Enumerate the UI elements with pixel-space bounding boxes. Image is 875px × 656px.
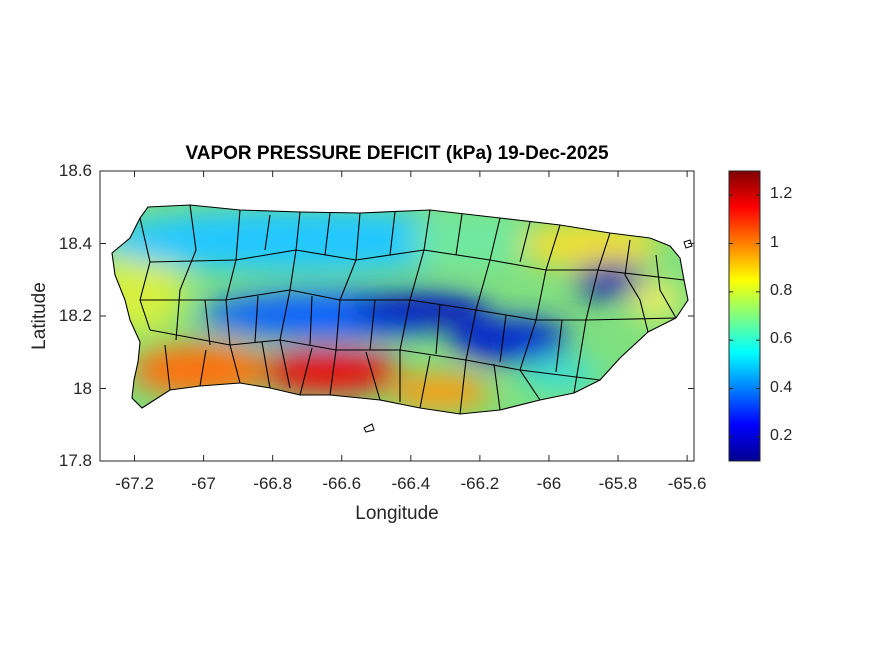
region-north-east xyxy=(410,212,530,268)
region-cayey xyxy=(450,318,570,362)
colorbar-tick-label: 0.8 xyxy=(770,281,793,299)
chart-title: VAPOR PRESSURE DEFICIT (kPa) 19-Dec-2025 xyxy=(185,143,609,164)
municipal-boundaries xyxy=(111,204,689,415)
colorbar-tick-label: 0.2 xyxy=(770,426,793,444)
region-south xyxy=(260,350,400,394)
y-tick-label: 18.4 xyxy=(58,233,92,253)
region-cordillera-core xyxy=(350,292,490,328)
x-tick-label: -66.6 xyxy=(322,474,362,493)
x-tick-label: -67.2 xyxy=(115,474,154,493)
colorbar-tick-label: 1.2 xyxy=(770,185,793,203)
y-axis-label: Latitude xyxy=(29,282,50,350)
y-tick-label: 18 xyxy=(73,378,92,398)
region-south-central xyxy=(390,374,490,410)
colorbar xyxy=(728,170,761,462)
x-tick-label: -66.2 xyxy=(460,474,500,493)
region-north xyxy=(112,208,500,272)
y-tick-marks xyxy=(100,170,694,462)
y-tick-label: 18.6 xyxy=(58,161,92,180)
colorbar-tick-label: 0.4 xyxy=(770,378,793,396)
x-axis-label: Longitude xyxy=(355,503,439,524)
x-tick-label: -66.8 xyxy=(253,474,293,493)
x-tick-label: -65.6 xyxy=(667,474,707,493)
x-tick-marks xyxy=(134,171,688,461)
x-tick-label: -65.8 xyxy=(598,474,638,493)
x-tick-label: -66 xyxy=(536,474,562,493)
x-tick-label: -66.4 xyxy=(391,474,431,493)
region-east xyxy=(630,280,680,320)
colorbar-tick-label: 0.6 xyxy=(770,330,793,348)
colorbar-tick-marks xyxy=(729,194,760,438)
colorbar-tick-label: 1 xyxy=(770,233,779,251)
region-luquillo xyxy=(575,262,645,298)
y-tick-label: 17.8 xyxy=(58,451,92,470)
x-tick-label: -67 xyxy=(191,474,216,493)
caja-de-muertos xyxy=(363,423,375,433)
y-tick-label: 18.2 xyxy=(58,306,92,325)
